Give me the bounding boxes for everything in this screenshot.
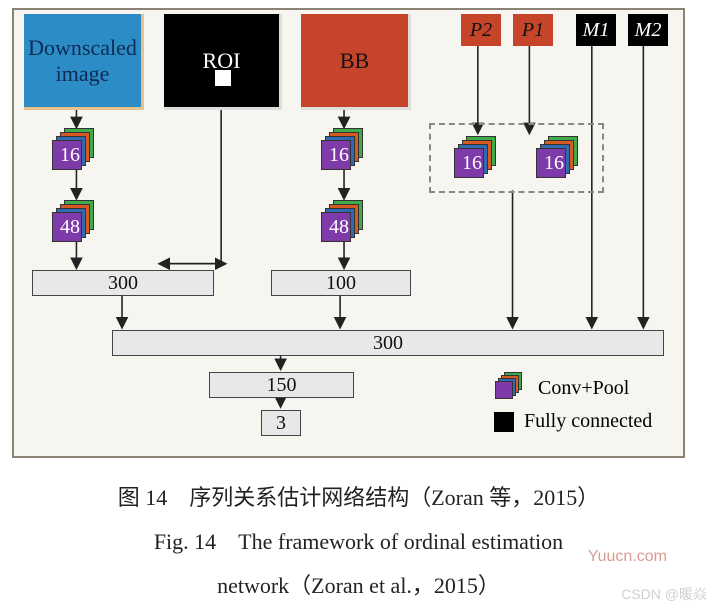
diagram-area: Downscaled image ROI BB P2 P1 M1 M2 16 4… [12, 8, 685, 458]
conv-p2-16: 16 [452, 136, 502, 180]
legend-conv-row: Conv+Pool [494, 372, 652, 404]
fc-100: 100 [271, 270, 411, 296]
caption-block: 图 14 序列关系估计网络结构（Zoran 等，2015） Fig. 14 Th… [0, 476, 717, 608]
legend-conv-icon [494, 372, 530, 404]
fc-300-left-label: 300 [108, 272, 138, 295]
conv-bb-16-label: 16 [329, 144, 349, 167]
block-p1: P1 [513, 14, 553, 46]
block-p2-label: P2 [470, 19, 492, 42]
legend-fc-icon [494, 412, 514, 432]
legend-fc-label: Fully connected [524, 410, 652, 433]
fc-300-left: 300 [32, 270, 214, 296]
fc-3-label: 3 [276, 412, 286, 435]
block-p2: P2 [461, 14, 501, 46]
conv-ds-16-label: 16 [60, 144, 80, 167]
block-m2: M2 [628, 14, 668, 46]
caption-en-2: network（Zoran et al.，2015） [0, 564, 717, 608]
conv-bb-48-label: 48 [329, 216, 349, 239]
block-downscaled-label: Downscaled image [28, 35, 137, 87]
conv-bb-48: 48 [319, 200, 369, 244]
block-roi: ROI [164, 14, 282, 110]
block-downscaled-image: Downscaled image [24, 14, 144, 110]
block-bb: BB [301, 14, 411, 110]
fc-300-label: 300 [373, 332, 403, 355]
block-m1-label: M1 [583, 19, 610, 42]
conv-p1-16-label: 16 [544, 152, 564, 175]
conv-ds-48: 48 [50, 200, 100, 244]
conv-bb-16: 16 [319, 128, 369, 172]
conv-p2-16-label: 16 [462, 152, 482, 175]
conv-p1-16: 16 [534, 136, 584, 180]
csdn-watermark: CSDN @暖焱 [621, 584, 707, 604]
legend: Conv+Pool Fully connected [494, 372, 652, 439]
roi-white-square [215, 70, 231, 86]
block-p1-label: P1 [522, 19, 544, 42]
block-bb-label: BB [340, 48, 369, 74]
fc-150: 150 [209, 372, 354, 398]
legend-conv-label: Conv+Pool [538, 377, 629, 400]
fc-150-label: 150 [267, 374, 297, 397]
conv-ds-48-label: 48 [60, 216, 80, 239]
block-m2-label: M2 [635, 19, 662, 42]
figure-wrap: Downscaled image ROI BB P2 P1 M1 M2 16 4… [0, 8, 717, 608]
block-m1: M1 [576, 14, 616, 46]
legend-fc-row: Fully connected [494, 410, 652, 433]
fc-3: 3 [261, 410, 301, 436]
watermark: Yuucn.com [588, 548, 667, 566]
fc-100-label: 100 [326, 272, 356, 295]
caption-cn: 图 14 序列关系估计网络结构（Zoran 等，2015） [0, 476, 717, 520]
fc-300: 300 [112, 330, 664, 356]
conv-ds-16: 16 [50, 128, 100, 172]
